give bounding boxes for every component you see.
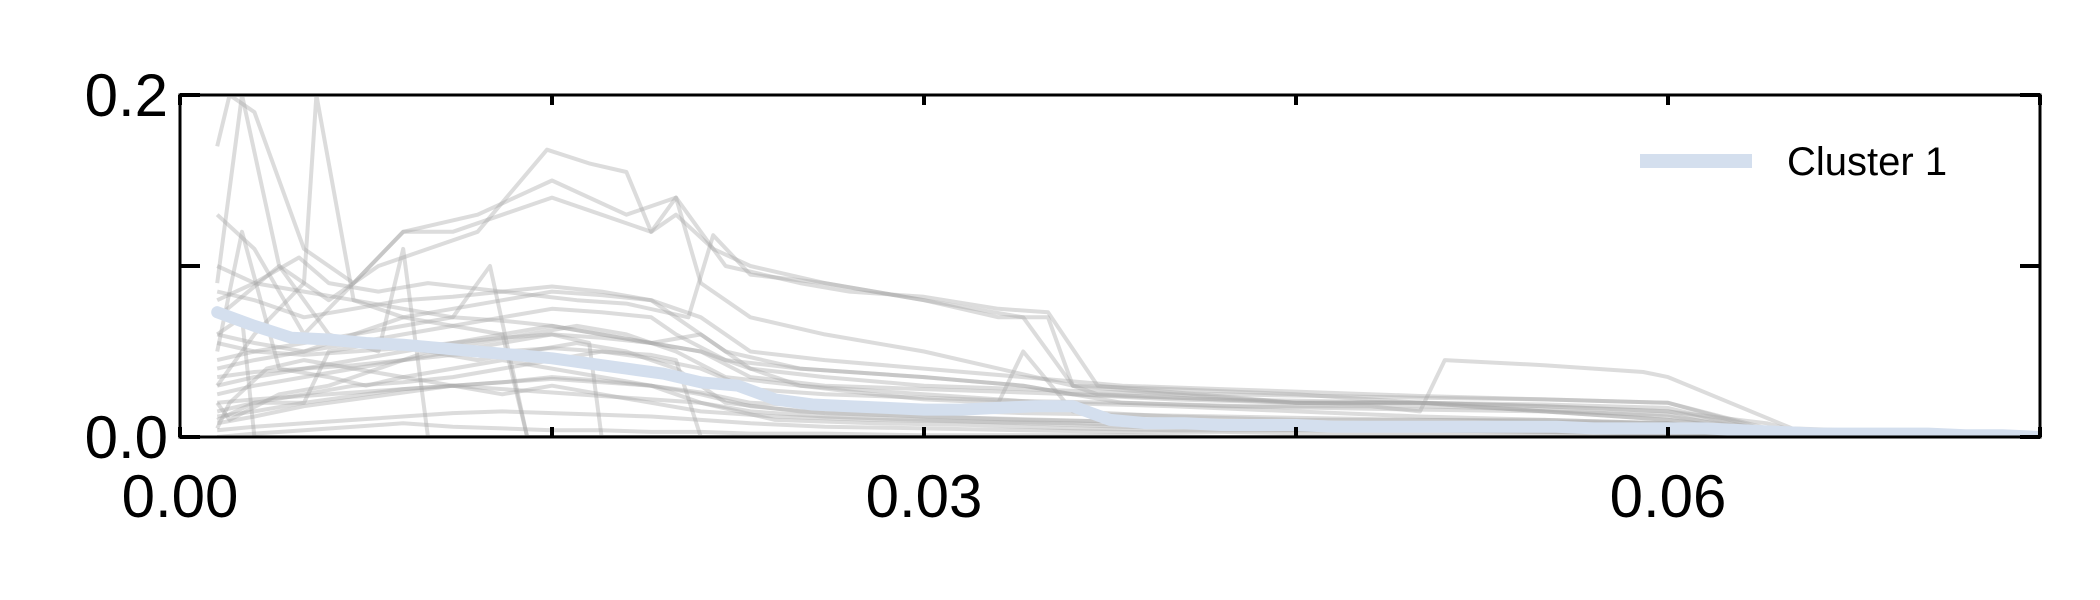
y-tick-label-2: 0.2	[85, 62, 168, 129]
member-series-line-15	[216, 264, 2038, 437]
axis-ticks	[178, 93, 2042, 439]
member-series-line-25	[217, 421, 2038, 437]
y-tick-label-0: 0.0	[85, 404, 168, 471]
member-series-line-3	[215, 195, 2038, 437]
member-series-line-20	[217, 409, 2038, 437]
x-tick-label-0: 0.00	[122, 463, 239, 530]
x-tick-label-4: 0.06	[1610, 463, 1727, 530]
axis-tick-labels: 0.00 0.03 0.06 0.0 0.2	[85, 62, 1727, 530]
member-series-line-4	[216, 233, 2038, 437]
legend-label-1: Cluster 1	[1787, 140, 1947, 184]
member-series-line-8	[215, 323, 2038, 437]
mean-series-group	[211, 306, 2038, 437]
legend: Cluster 1	[1640, 140, 1947, 184]
member-series-line-1	[215, 97, 2038, 437]
member-series-line-2	[215, 97, 2038, 437]
member-series-line-14	[215, 97, 2038, 437]
member-series-line-17	[216, 349, 2038, 437]
member-series-line-26	[216, 284, 2038, 437]
member-series-line-16	[216, 332, 2038, 437]
member-series-group	[215, 97, 2038, 437]
member-series-line-6	[216, 306, 2038, 437]
member-series-line-5	[216, 289, 2038, 437]
member-series-line-24	[217, 376, 2038, 437]
cluster-1-mean-line	[211, 306, 2038, 437]
member-series-line-7	[216, 323, 2038, 437]
member-series-line-21	[216, 264, 2038, 437]
x-tick-label-2: 0.03	[866, 463, 983, 530]
